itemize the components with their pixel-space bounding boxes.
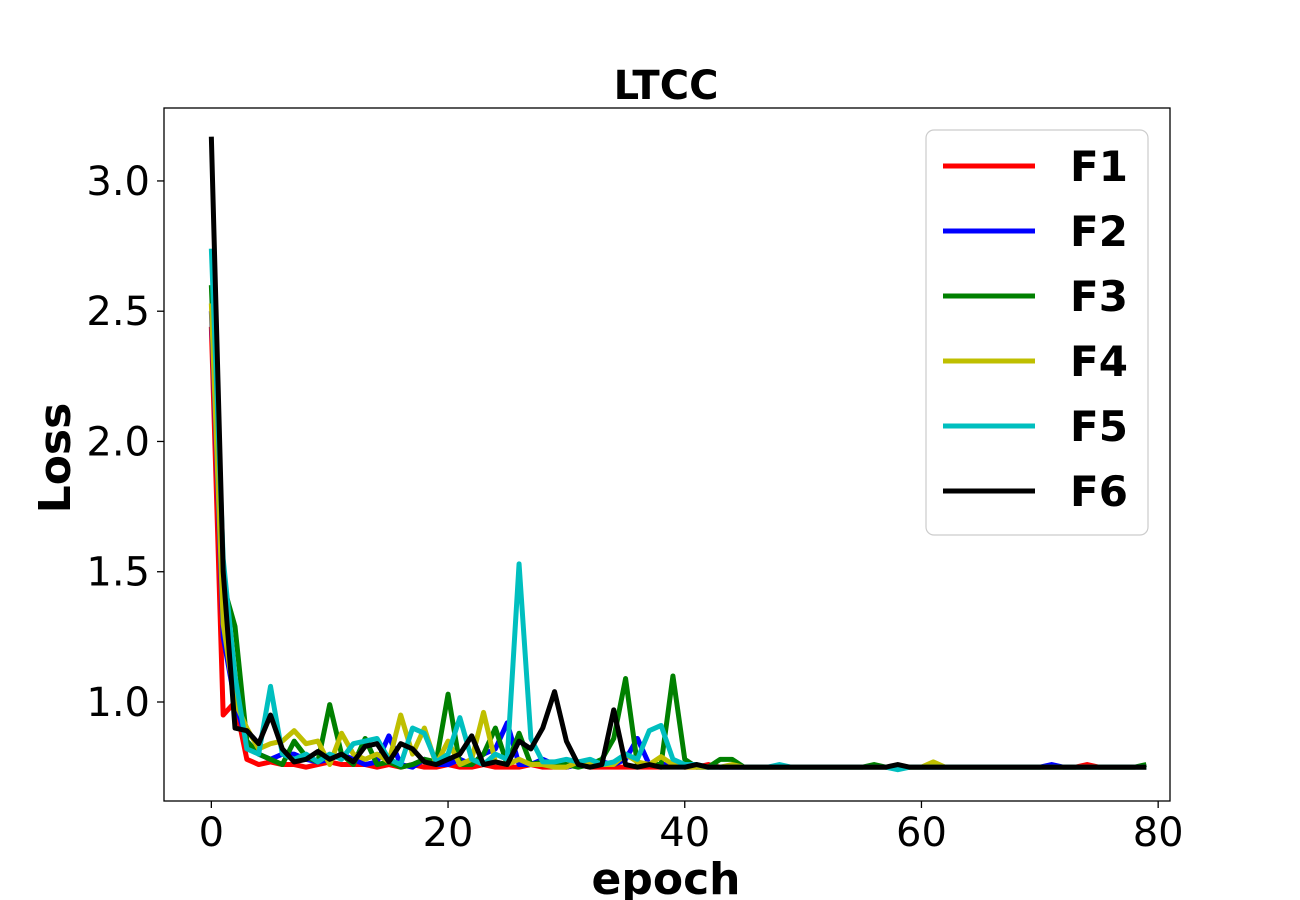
x-tick-label: 60 xyxy=(896,810,947,856)
y-axis-label: Loss xyxy=(30,403,81,514)
y-tick-label: 1.0 xyxy=(86,680,150,726)
legend-label-f6: F6 xyxy=(1070,467,1128,516)
plot-frame xyxy=(163,107,1171,802)
x-tick-label: 0 xyxy=(199,810,224,856)
y-tick-label: 3.0 xyxy=(86,159,150,205)
chart-title: LTCC xyxy=(614,63,719,109)
x-tick-label: 80 xyxy=(1133,810,1184,856)
x-axis: 0 20 40 60 80 xyxy=(199,801,1184,856)
legend-label-f1: F1 xyxy=(1070,142,1128,191)
x-tick-label: 40 xyxy=(659,810,710,856)
legend-label-f2: F2 xyxy=(1070,207,1128,256)
x-tick-label: 20 xyxy=(423,810,474,856)
y-tick-label: 1.5 xyxy=(86,550,150,596)
legend-label-f4: F4 xyxy=(1070,337,1128,386)
legend-label-f5: F5 xyxy=(1070,402,1128,451)
x-axis-label: epoch xyxy=(592,854,741,900)
legend: F1 F2 F3 F4 F5 F6 xyxy=(925,129,1149,536)
y-tick-label: 2.5 xyxy=(86,289,150,335)
series-layer xyxy=(208,136,1147,773)
legend-label-f3: F3 xyxy=(1070,272,1128,321)
y-tick-label: 2.0 xyxy=(86,419,150,465)
series-line-f6 xyxy=(208,136,1147,770)
y-axis: 1.0 1.5 2.0 2.5 3.0 xyxy=(86,159,164,726)
